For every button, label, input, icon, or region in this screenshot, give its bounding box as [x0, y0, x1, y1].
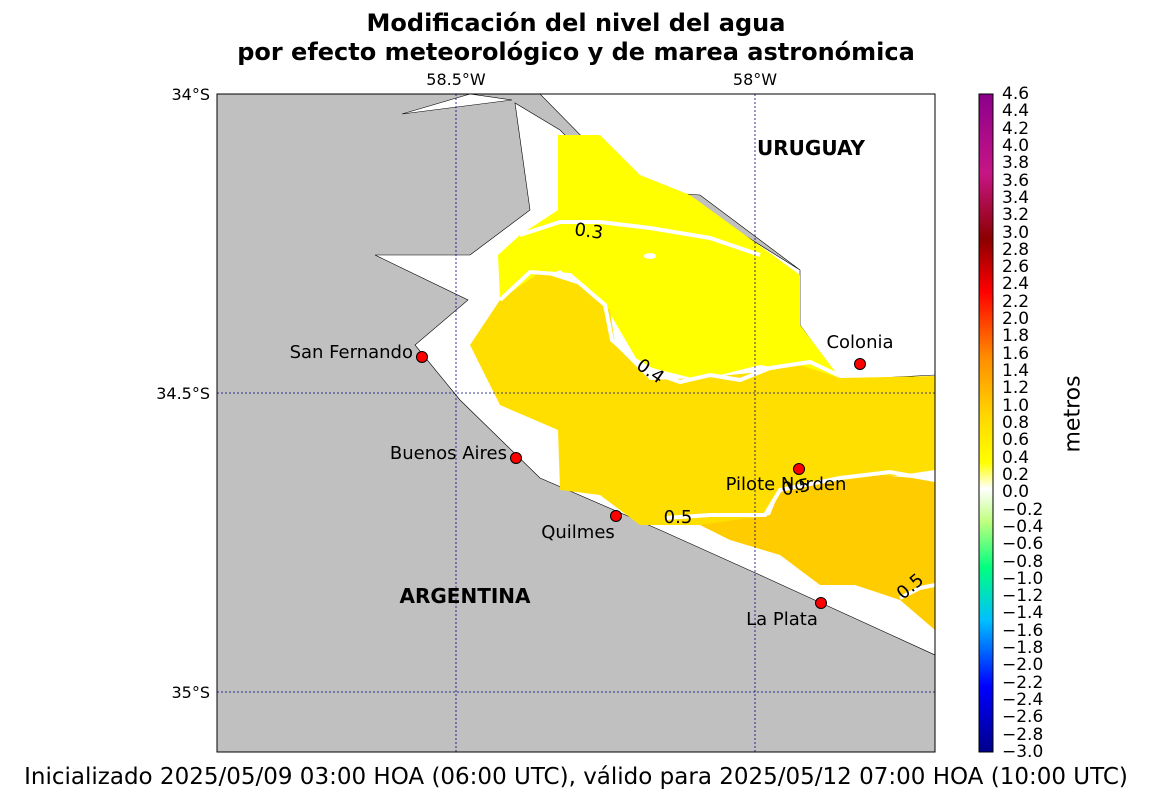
- colorbar-tick-label: −2.8: [1002, 724, 1044, 745]
- colorbar-tick-label: 4.6: [1002, 84, 1030, 104]
- colorbar-tick-label: 4.4: [1002, 101, 1030, 122]
- station-label: La Plata: [746, 609, 818, 630]
- colorbar-tick-label: 3.0: [1002, 222, 1030, 243]
- contour-line-0.3: [519, 220, 761, 257]
- colorbar-tick-label: −1.8: [1002, 638, 1044, 659]
- colorbar-tick-label: −2.2: [1002, 672, 1044, 693]
- colorbar-tick-label: 1.2: [1002, 378, 1030, 399]
- zone-0.4-0.5: [470, 272, 935, 525]
- colorbar-tick-label: 0.6: [1002, 430, 1030, 451]
- station-marker: [510, 452, 522, 464]
- colorbar-tick-label: 1.4: [1002, 361, 1030, 382]
- station-marker: [793, 463, 805, 475]
- station-label: Quilmes: [541, 522, 615, 543]
- country-label-uruguay: URUGUAY: [757, 136, 865, 160]
- colorbar-tick-label: 0.4: [1002, 447, 1030, 468]
- station-label: Buenos Aires: [390, 443, 507, 464]
- colorbar-tick-label: −0.8: [1002, 551, 1044, 572]
- station-marker: [610, 510, 622, 522]
- colorbar-tick-label: 3.2: [1002, 205, 1030, 226]
- colorbar-tick-label: 0.8: [1002, 413, 1030, 433]
- zone-0.5-0.6: [700, 475, 935, 630]
- lon-tick-label: 58.5°W: [426, 70, 486, 89]
- colorbar-tick-label: 2.6: [1002, 257, 1030, 278]
- colorbar-tick-label: −0.4: [1002, 516, 1044, 537]
- colorbar-tick-label: −1.6: [1002, 620, 1044, 641]
- colorbar-tick-label: 3.4: [1002, 187, 1030, 208]
- colorbar-tick-label: −2.0: [1002, 655, 1044, 676]
- contour-label: 0.3: [573, 219, 604, 244]
- colorbar-tick-label: 2.2: [1002, 291, 1030, 312]
- colorbar-tick-label: −0.6: [1002, 534, 1044, 555]
- station-marker: [854, 358, 866, 370]
- colorbar-tick-label: 1.6: [1002, 343, 1030, 364]
- colorbar-tick-label: 1.8: [1002, 326, 1030, 347]
- station-label: Colonia: [826, 332, 893, 353]
- colorbar-label: metros: [1060, 375, 1086, 453]
- station-label: San Fernando: [290, 342, 413, 363]
- colorbar-tick-label: −1.0: [1002, 568, 1044, 589]
- map-frame: [216, 93, 936, 753]
- colorbar-tick-label: −3.0: [1002, 742, 1044, 762]
- colorbar-tick-label: −2.4: [1002, 690, 1044, 711]
- station-markers: [416, 351, 866, 609]
- contour-label: 0.5: [664, 507, 693, 528]
- station-label: Pilote Norden: [726, 474, 847, 495]
- validity-footer: Inicializado 2025/05/09 03:00 HOA (06:00…: [24, 764, 1128, 790]
- colorbar-tick-label: 3.8: [1002, 153, 1030, 174]
- colorbar-tick-label: −1.2: [1002, 586, 1044, 607]
- colorbar-tick-label: −2.6: [1002, 707, 1044, 728]
- colorbar-tick-label: 4.0: [1002, 135, 1030, 156]
- lat-tick-label: 34.5°S: [156, 384, 210, 403]
- lon-tick-label: 58°W: [733, 70, 777, 89]
- contour-line-0.4: [498, 269, 841, 385]
- map-title-line2: por efecto meteorológico y de marea astr…: [237, 38, 915, 66]
- colorbar-tick-label: 2.0: [1002, 309, 1030, 330]
- colorbar-tick-label: 2.4: [1002, 274, 1030, 295]
- contour-label: 0.5: [780, 475, 812, 501]
- graticule: [217, 94, 935, 752]
- colorbar-tick-label: 3.6: [1002, 170, 1030, 191]
- colorbar-tick-label: 0.2: [1002, 464, 1030, 485]
- colorbar-tick-label: 1.0: [1002, 395, 1030, 416]
- station-marker: [416, 351, 428, 363]
- zone-0.3-0.4: [498, 135, 840, 380]
- colorbar-tick-label: −1.4: [1002, 603, 1044, 624]
- country-label-argentina: ARGENTINA: [400, 584, 532, 608]
- lat-tick-label: 35°S: [171, 683, 210, 702]
- colorbar-tick-label: −0.2: [1002, 499, 1044, 520]
- colorbar: [978, 93, 994, 753]
- contour-line-0.5: [664, 469, 935, 520]
- colorbar-tick-label: 4.2: [1002, 118, 1030, 139]
- lat-tick-label: 34°S: [171, 85, 210, 104]
- colorbar-tick-label: 0.0: [1002, 482, 1030, 503]
- station-marker: [815, 597, 827, 609]
- map-title-line1: Modificación del nivel del agua: [366, 9, 786, 37]
- contour-line-0.5-b: [899, 583, 935, 600]
- colorbar-tick-label: 2.8: [1002, 239, 1030, 260]
